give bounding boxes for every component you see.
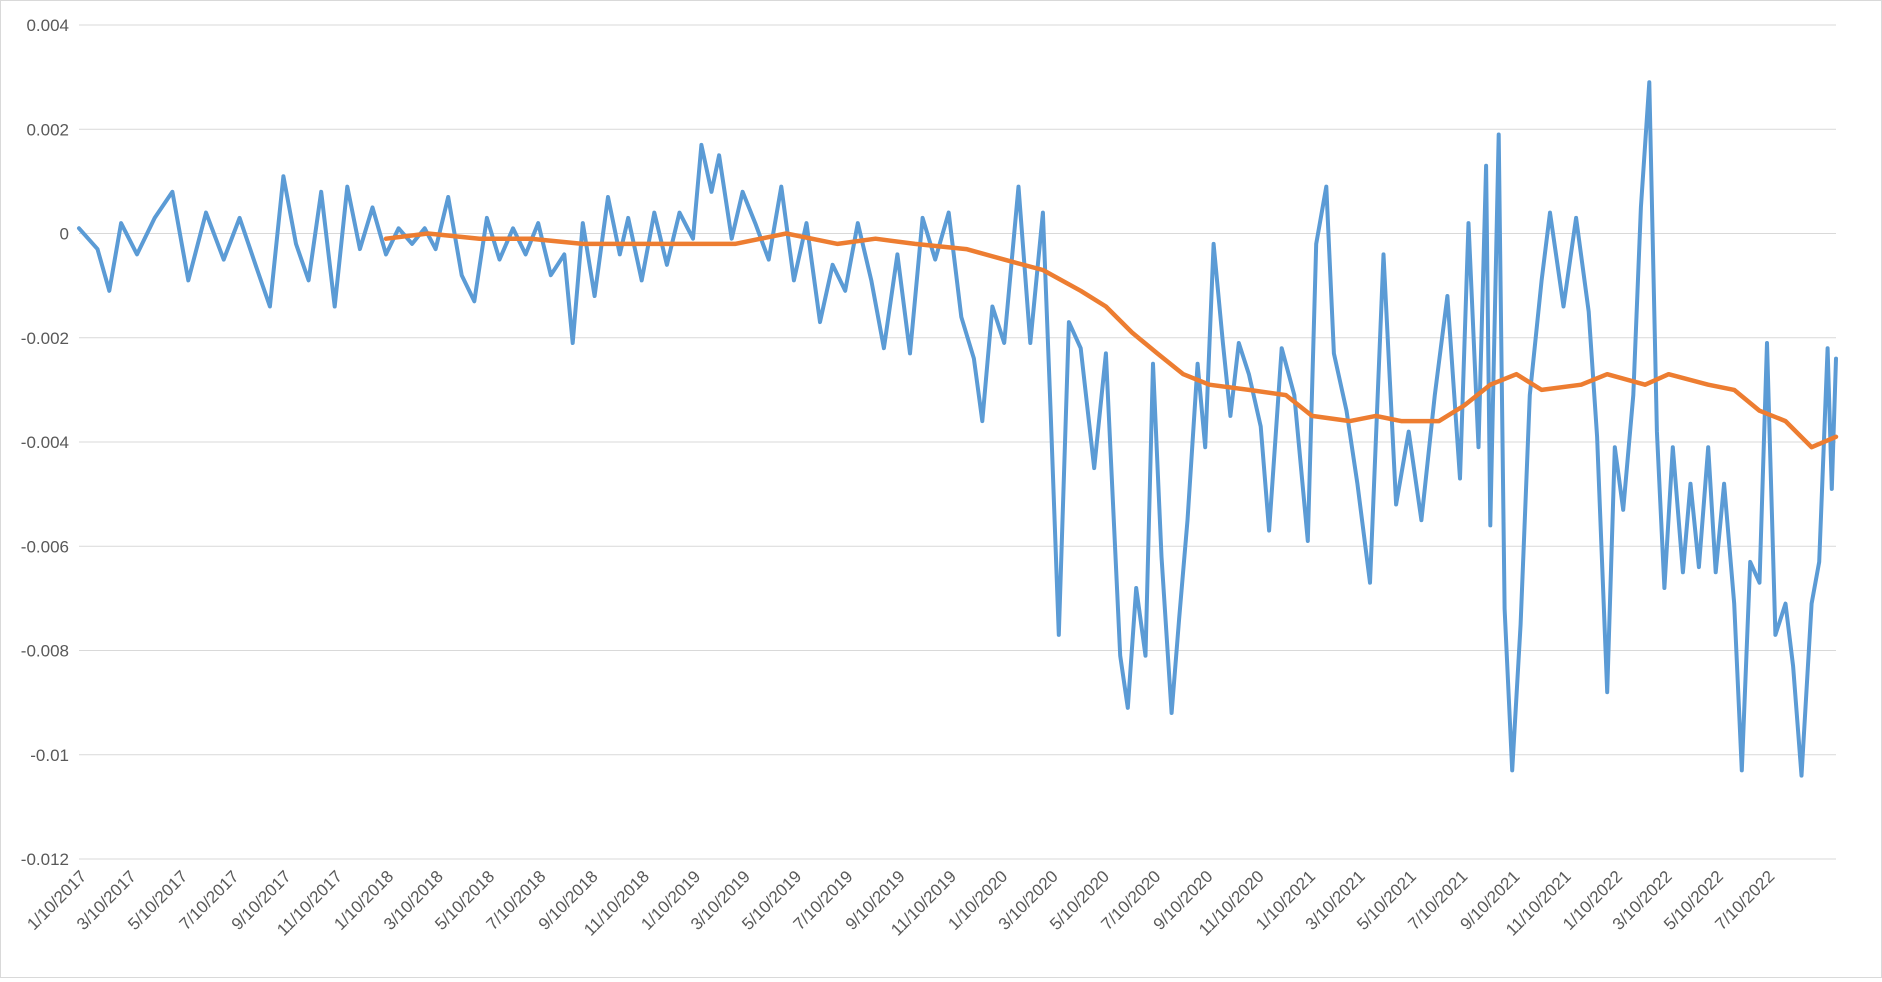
series-line-1 <box>77 80 1838 778</box>
gridlines <box>79 24 1836 860</box>
y-tick-label: -0.002 <box>21 329 69 348</box>
y-tick-label: -0.008 <box>21 642 69 661</box>
y-tick-label: -0.012 <box>21 850 69 869</box>
x-axis-tick-labels: 1/10/20173/10/20175/10/20177/10/20179/10… <box>23 867 1778 940</box>
series-line-2 <box>383 231 1839 450</box>
y-axis-tick-labels: 0.004 0.002 0 -0.002 -0.004 -0.006 -0.008 -0.01… <box>21 16 69 869</box>
y-tick-label: 0.002 <box>26 120 69 139</box>
y-tick-label: -0.004 <box>21 433 69 452</box>
y-tick-label: 0 <box>60 225 69 244</box>
y-tick-label: -0.01 <box>30 746 69 765</box>
y-tick-label: 0.004 <box>26 16 69 35</box>
series-lines <box>77 80 1839 778</box>
y-tick-label: -0.006 <box>21 537 69 556</box>
